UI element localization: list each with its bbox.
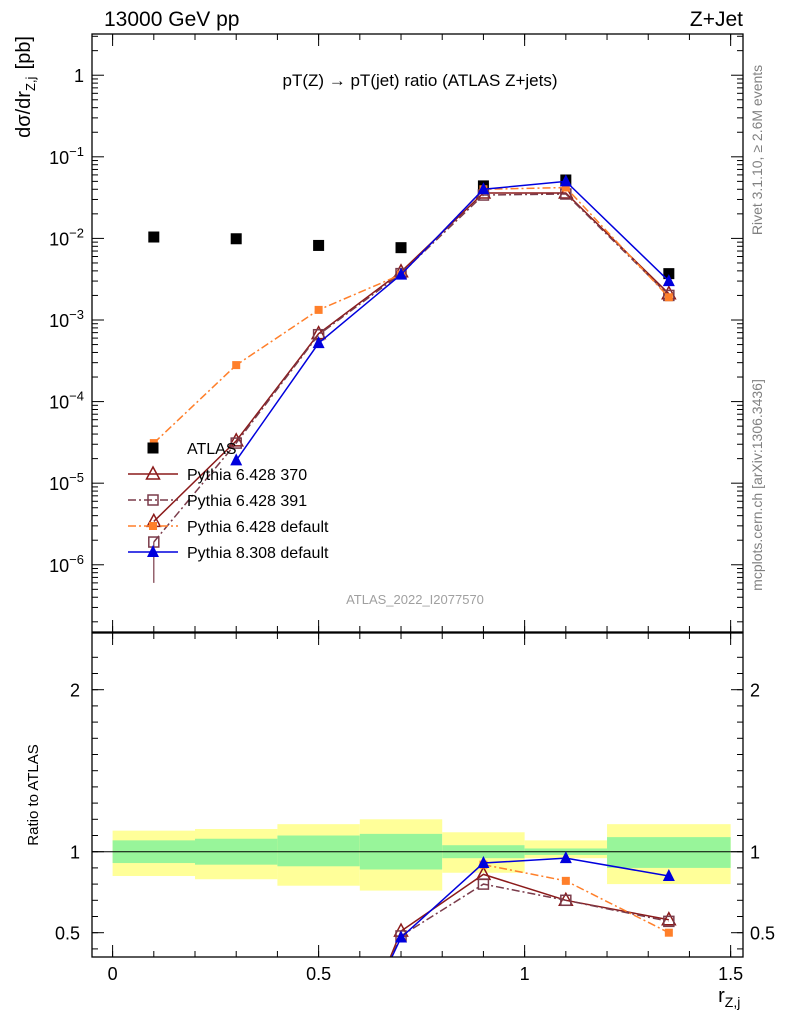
ratio-y-axis-label: Ratio to ATLAS: [25, 744, 42, 845]
data-point: [663, 268, 675, 280]
y-tick-label: 10−4: [49, 389, 84, 413]
uncertainty-band-inner: [277, 835, 360, 867]
analysis-id-label: ATLAS_2022_I2077570: [346, 592, 484, 607]
ratio-y-tick-label-right: 0.5: [750, 924, 775, 944]
series-line: [153, 186, 670, 444]
mcplots-label: mcplots.cern.ch [arXiv:1306.3436]: [749, 379, 765, 591]
ratio-series-group: [389, 851, 677, 957]
collision-label: 13000 GeV pp: [104, 8, 239, 31]
process-label: Z+Jet: [690, 8, 743, 31]
ratio-point: [663, 915, 675, 928]
series-line: [153, 193, 670, 543]
legend-label: Pythia 6.428 391: [187, 493, 307, 510]
ratio-point: [661, 911, 677, 926]
data-point: [477, 182, 490, 195]
ratio-point: [477, 878, 490, 890]
ratio-y-tick-label-right: 2: [750, 681, 760, 701]
data-point: [395, 267, 408, 280]
x-tick-label: 1: [520, 964, 530, 984]
rivet-version-label: Rivet 3.1.10, ≥ 2.6M events: [749, 65, 765, 235]
data-point: [395, 242, 407, 254]
data-point: [561, 183, 570, 192]
legend-label: ATLAS: [187, 441, 237, 458]
ratio-line: [389, 873, 669, 957]
data-point: [313, 239, 325, 251]
legend-marker: [145, 465, 161, 480]
ratio-frame: [91, 632, 744, 958]
main-frame: [91, 33, 744, 633]
legend-label: Pythia 8.308 default: [187, 545, 329, 562]
ratio-x-axis-label: rZ,j: [718, 985, 742, 1010]
ratio-point: [395, 930, 408, 943]
main-plot-title: pT(Z) → pT(jet) ratio (ATLAS Z+jets): [282, 71, 557, 90]
legend-marker: [147, 545, 159, 557]
uncertainty-band-inner: [607, 837, 731, 868]
ratio-y-tick-label: 1: [70, 843, 80, 863]
y-tick-label: 10−6: [49, 552, 84, 576]
y-tick-label: 10−2: [49, 225, 84, 249]
ratio-y-tick-label: 2: [70, 681, 80, 701]
y-tick-label: 10−3: [49, 307, 84, 331]
main-y-axis-label: dσ/drZ,j [pb]: [13, 36, 38, 138]
x-tick-label: 0.5: [306, 964, 331, 984]
data-point: [312, 336, 325, 349]
ratio-y-tick-label-right: 1: [750, 843, 760, 863]
legend-label: Pythia 6.428 default: [187, 519, 329, 536]
ratio-y-tick-label: 0.5: [55, 924, 80, 944]
data-point: [232, 361, 241, 370]
x-tick-label: 1.5: [718, 964, 743, 984]
ratio-point: [560, 894, 572, 907]
x-tick-label: 0: [108, 964, 118, 984]
ratio-point: [559, 851, 572, 864]
data-point: [230, 437, 242, 449]
data-point: [559, 174, 572, 187]
y-tick-label: 1: [74, 66, 84, 86]
data-point: [230, 233, 242, 245]
data-point: [314, 305, 323, 314]
ratio-point: [662, 869, 675, 881]
ratio-panel: 0.5 0.5 1 1 2 2 0 0.5 1 1.5: [55, 632, 775, 984]
main-panel: 10−6 10−5 10−4 10−3 10−2 10−1 1: [49, 33, 744, 633]
main-series: [230, 174, 675, 466]
data-point: [662, 274, 675, 287]
ratio-point: [664, 928, 673, 937]
legend: ATLAS Pythia 6.428 370 Pythia 6.428 391 Pyt…: [128, 441, 329, 562]
ratio-series: [391, 851, 675, 957]
y-tick-label: 10−1: [49, 144, 84, 168]
ratio-point: [561, 876, 570, 885]
data-point: [664, 293, 673, 302]
series-line: [235, 180, 670, 461]
legend-marker: [149, 522, 157, 530]
legend-marker: [147, 442, 159, 454]
legend-label: Pythia 6.428 370: [187, 467, 307, 484]
legend-marker: [147, 494, 159, 506]
ratio-point: [477, 856, 490, 869]
data-point: [148, 231, 160, 243]
y-tick-label: 10−5: [49, 470, 84, 494]
data-point: [230, 453, 243, 466]
